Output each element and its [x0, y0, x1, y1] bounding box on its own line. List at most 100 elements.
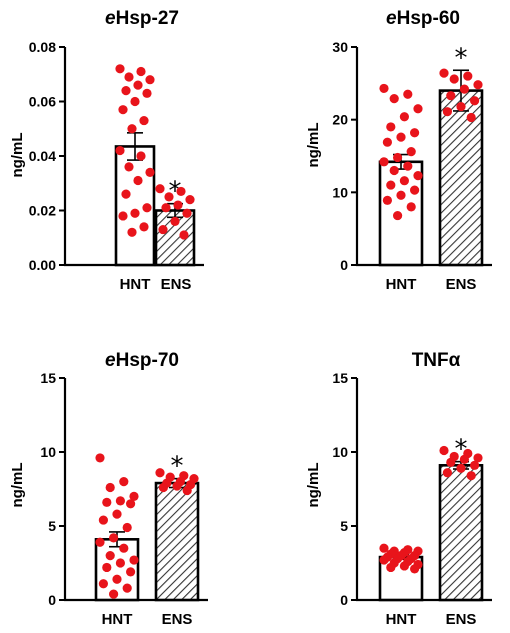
data-point [115, 496, 125, 506]
data-point [459, 84, 469, 94]
data-point [142, 88, 152, 98]
y-tick-label: 0.06 [29, 94, 56, 110]
data-point [179, 230, 189, 240]
data-point [396, 132, 406, 142]
data-point [399, 112, 409, 122]
data-point [158, 224, 168, 235]
y-tick-label: 5 [48, 518, 56, 534]
data-point [122, 522, 132, 533]
data-point [403, 89, 413, 99]
data-point [155, 184, 165, 194]
x-tick-label: HNT [386, 611, 417, 628]
data-point [98, 515, 108, 525]
data-point [182, 485, 192, 496]
y-tick-label: 0 [340, 257, 348, 273]
data-point [379, 543, 389, 553]
data-point [176, 186, 186, 197]
significance-marker: * [455, 43, 468, 73]
x-tick-label: ENS [446, 276, 477, 293]
data-point [410, 185, 420, 195]
chart-title: eHsp-60 [386, 8, 460, 29]
data-point [122, 583, 132, 593]
y-tick-labels: 0 5 10 15 [40, 370, 56, 608]
data-point [102, 562, 112, 573]
y-tick-label: 0.00 [29, 257, 56, 273]
bar-ens [154, 481, 200, 602]
data-point [95, 453, 105, 463]
data-point [105, 551, 115, 561]
data-point [413, 171, 423, 181]
y-tick-label: 0.02 [29, 203, 56, 219]
data-point [393, 210, 403, 221]
y-tick-label: 0.08 [29, 39, 56, 55]
data-point [139, 115, 149, 126]
data-point [119, 543, 129, 553]
data-point [386, 562, 396, 573]
data-point [109, 589, 119, 599]
data-point [449, 74, 459, 84]
data-point [442, 107, 452, 117]
data-point [382, 137, 392, 147]
data-point [126, 499, 136, 509]
data-point [118, 105, 128, 115]
data-point [403, 161, 413, 171]
y-tick-label: 10 [332, 184, 348, 200]
y-tick-label: 30 [332, 39, 348, 55]
data-point [379, 83, 389, 94]
data-point [98, 579, 108, 589]
data-point [115, 145, 125, 156]
data-point [136, 151, 146, 161]
data-point [105, 482, 115, 493]
data-point [102, 497, 112, 507]
data-point [399, 561, 409, 571]
chart-panel-ehsp60: eHsp-60 ng/mL HNT ENS 0 10 20 30 * [305, 8, 492, 293]
x-tick-label: ENS [161, 276, 192, 293]
data-point [121, 86, 131, 96]
data-point [466, 112, 476, 123]
data-point [470, 96, 480, 106]
data-point [182, 208, 192, 218]
y-axis-label: ng/mL [9, 133, 26, 178]
data-point [473, 80, 483, 90]
data-point [439, 68, 449, 78]
data-point [185, 195, 195, 205]
data-point [456, 463, 466, 473]
data-point [406, 147, 416, 157]
x-tick-label: HNT [120, 276, 151, 293]
y-tick-label: 15 [40, 370, 56, 386]
chart-title: TNFα [412, 350, 461, 371]
chart-panel-ehsp27: eHsp-27 ng/mL HNT ENS 0.00 0.02 0.04 0.0… [9, 8, 204, 293]
x-tick-label: HNT [102, 611, 133, 628]
y-axis-label: ng/mL [9, 463, 26, 508]
data-point [164, 192, 174, 202]
data-point [115, 64, 125, 74]
data-point [112, 574, 122, 584]
data-point [172, 481, 182, 491]
data-point [459, 454, 469, 464]
data-point [379, 555, 389, 565]
data-point [439, 445, 449, 456]
y-tick-label: 5 [340, 518, 348, 534]
data-point [410, 564, 420, 574]
data-point [145, 75, 155, 85]
bar-ens [438, 464, 484, 602]
data-point [126, 567, 136, 577]
data-point [129, 491, 139, 501]
data-point [470, 460, 480, 470]
y-tick-label: 15 [332, 370, 348, 386]
chart-title: eHsp-70 [105, 350, 179, 371]
data-point [139, 222, 149, 232]
y-axis-label: ng/mL [305, 463, 322, 508]
data-point [130, 96, 140, 107]
data-point [121, 189, 131, 199]
data-point [393, 152, 403, 163]
data-point [115, 558, 125, 568]
data-point [155, 468, 165, 478]
y-tick-label: 20 [332, 112, 348, 128]
data-point [109, 533, 119, 543]
data-point [145, 167, 155, 177]
data-point [136, 66, 146, 77]
data-point [389, 165, 399, 176]
data-point [158, 482, 168, 493]
y-tick-label: 0 [340, 592, 348, 608]
